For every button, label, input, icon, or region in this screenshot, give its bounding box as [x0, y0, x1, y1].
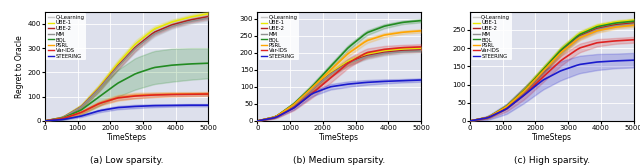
- Y-axis label: Regret to Oracle: Regret to Oracle: [15, 35, 24, 98]
- X-axis label: TimeSteps: TimeSteps: [319, 133, 359, 141]
- Legend: Q-Learning, UBE-1, UBE-2, MM, BQL, PSRL, Var-IDS, STEERING: Q-Learning, UBE-1, UBE-2, MM, BQL, PSRL,…: [46, 13, 86, 60]
- Legend: Q-Learning, UBE-1, UBE-2, MM, BQL, PSRL, Var-IDS, STEERING: Q-Learning, UBE-1, UBE-2, MM, BQL, PSRL,…: [472, 13, 512, 60]
- Text: (c) High sparsity.: (c) High sparsity.: [514, 156, 590, 165]
- Text: (b) Medium sparsity.: (b) Medium sparsity.: [293, 156, 385, 165]
- Text: (a) Low sparsity.: (a) Low sparsity.: [90, 156, 163, 165]
- Legend: Q-Learning, UBE-1, UBE-2, MM, BQL, PSRL, Var-IDS, STEERING: Q-Learning, UBE-1, UBE-2, MM, BQL, PSRL,…: [259, 13, 299, 60]
- X-axis label: TimeSteps: TimeSteps: [107, 133, 147, 141]
- X-axis label: TimeSteps: TimeSteps: [532, 133, 572, 141]
